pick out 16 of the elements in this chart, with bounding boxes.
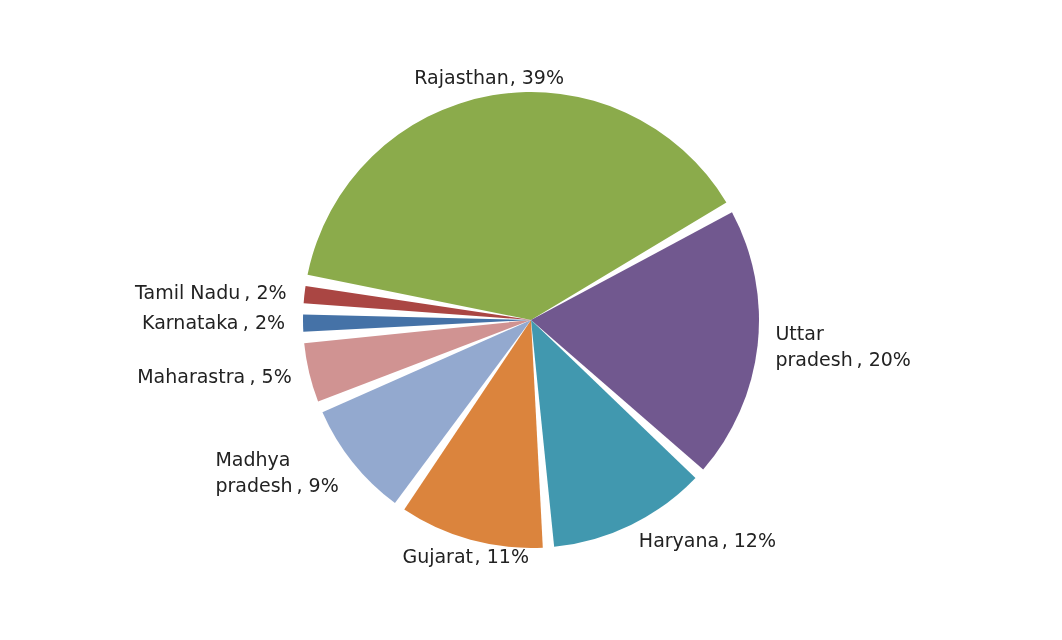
slice-label: Tamil Nadu (134, 280, 241, 303)
slice-label: Uttar pradesh (775, 322, 853, 371)
slice-label: Maharastra (137, 365, 246, 388)
data-label: , 39% (509, 65, 564, 88)
slice-label: Gujarat (402, 545, 474, 568)
slice-label: Rajasthan (414, 65, 509, 88)
data-label: , 2% (242, 311, 286, 334)
slice-label: Haryana (638, 529, 720, 552)
data-label: , 11% (474, 545, 529, 568)
data-label: , 5% (249, 365, 292, 388)
data-label: , 9% (296, 474, 339, 497)
slice-label: Madhya pradesh (215, 448, 293, 497)
slice-label: Karnataka (142, 311, 239, 334)
data-label: , 20% (856, 348, 911, 371)
data-label: , 2% (244, 280, 287, 303)
data-label: , 12% (721, 529, 776, 552)
